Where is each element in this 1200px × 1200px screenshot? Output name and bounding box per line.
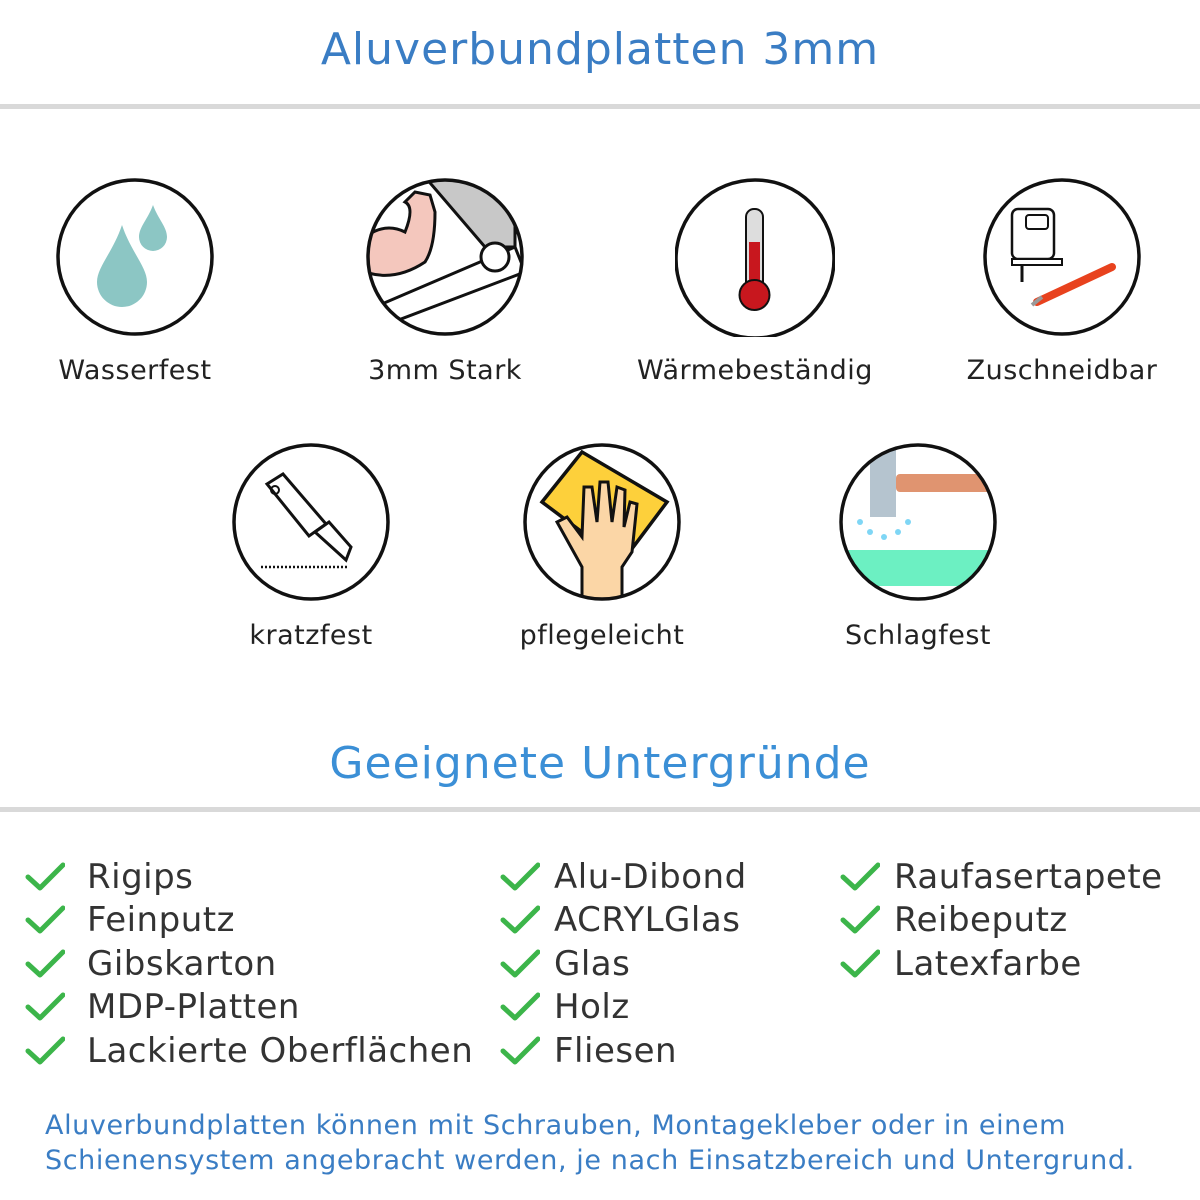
list-item-label: Rigips — [87, 856, 194, 897]
hammer-icon — [839, 443, 997, 601]
footer-line-2: Schienensystem angebracht werden, je nac… — [45, 1145, 1135, 1176]
list-item: Fliesen — [500, 1029, 747, 1073]
list-item-label: ACRYLGlas — [554, 900, 741, 941]
divider — [0, 104, 1200, 109]
list-item-label: Lackierte Oberflächen — [87, 1030, 474, 1071]
feature-waermebestaendig: Wärmebeständig — [625, 177, 885, 386]
surface-column-2: Alu-Dibond ACRYLGlas Glas Holz Fliesen — [500, 855, 747, 1073]
feature-label: Schlagfest — [844, 620, 992, 651]
check-icon — [500, 1036, 540, 1065]
feature-kratzfest: kratzfest — [181, 442, 441, 651]
check-icon — [25, 1036, 65, 1065]
feature-schlagfest: Schlagfest — [788, 442, 1048, 651]
feature-label: pflegeleicht — [519, 620, 685, 651]
list-item: Gibskarton — [25, 942, 473, 986]
list-item: Raufasertapete — [840, 855, 1163, 899]
footer-line-1: Aluverbundplatten können mit Schrauben, … — [45, 1110, 1066, 1141]
list-item: Glas — [500, 942, 747, 986]
check-icon — [500, 862, 540, 891]
list-item: Reibeputz — [840, 899, 1163, 943]
list-item: Lackierte Oberflächen — [25, 1029, 473, 1073]
check-icon — [500, 949, 540, 978]
list-item-label: Gibskarton — [87, 943, 277, 984]
list-item: ACRYLGlas — [500, 899, 747, 943]
page-title: Aluverbundplatten 3mm — [320, 24, 880, 75]
section-title: Geeignete Untergründe — [329, 738, 871, 789]
feature-label: kratzfest — [249, 620, 373, 651]
hand-cloth-icon — [523, 443, 681, 601]
divider — [0, 807, 1200, 812]
feature-wasserfest: Wasserfest — [5, 177, 265, 386]
strong-arm-icon — [366, 178, 524, 336]
surface-column-1: Rigips Feinputz Gibskarton MDP-Platten Lacki… — [25, 855, 473, 1073]
list-item: Alu-Dibond — [500, 855, 747, 899]
list-item: Feinputz — [25, 899, 473, 943]
check-icon — [25, 905, 65, 934]
list-item: MDP-Platten — [25, 986, 473, 1030]
water-drops-icon — [56, 178, 214, 336]
list-item-label: Holz — [554, 987, 630, 1028]
cutter-knife-icon — [232, 443, 390, 601]
footer-note: Aluverbundplatten können mit Schrauben, … — [45, 1108, 1135, 1178]
feature-zuschneidbar: Zuschneidbar — [932, 177, 1192, 386]
check-icon — [25, 862, 65, 891]
list-item-label: Reibeputz — [894, 900, 1068, 941]
feature-3mm-stark: 3mm Stark — [315, 177, 575, 386]
check-icon — [840, 905, 880, 934]
list-item-label: Latexfarbe — [894, 943, 1082, 984]
feature-label: Wärmebeständig — [637, 355, 873, 386]
feature-pflegeleicht: pflegeleicht — [472, 442, 732, 651]
list-item: Latexfarbe — [840, 942, 1163, 986]
check-icon — [500, 992, 540, 1021]
list-item-label: MDP-Platten — [87, 987, 300, 1028]
check-icon — [25, 992, 65, 1021]
feature-label: Wasserfest — [58, 355, 212, 386]
list-item-label: Glas — [554, 943, 631, 984]
jigsaw-knife-icon — [983, 178, 1141, 336]
list-item: Holz — [500, 986, 747, 1030]
check-icon — [840, 949, 880, 978]
check-icon — [25, 949, 65, 978]
feature-label: 3mm Stark — [368, 355, 522, 386]
list-item: Rigips — [25, 855, 473, 899]
surface-column-3: Raufasertapete Reibeputz Latexfarbe — [840, 855, 1163, 986]
list-item-label: Feinputz — [87, 900, 235, 941]
check-icon — [840, 862, 880, 891]
check-icon — [500, 905, 540, 934]
feature-label: Zuschneidbar — [966, 355, 1158, 386]
list-item-label: Alu-Dibond — [554, 856, 747, 897]
thermometer-icon — [675, 178, 835, 337]
list-item-label: Raufasertapete — [894, 856, 1163, 897]
list-item-label: Fliesen — [554, 1030, 678, 1071]
